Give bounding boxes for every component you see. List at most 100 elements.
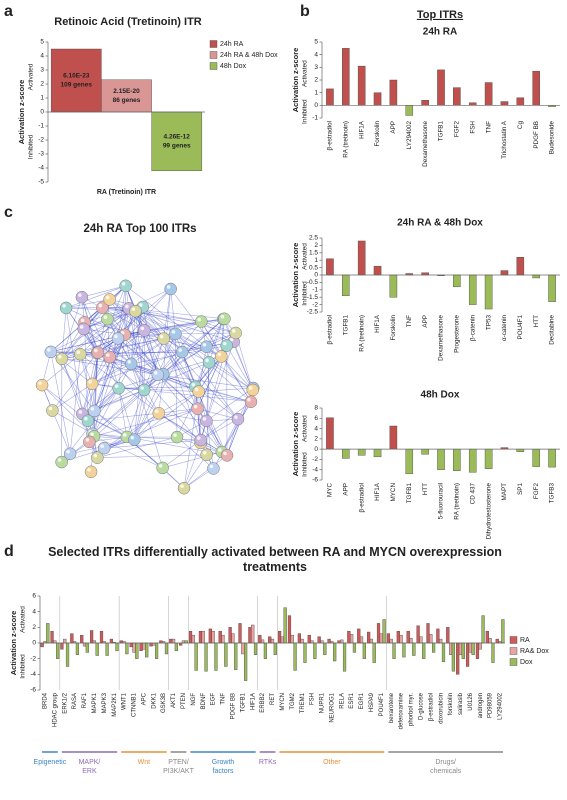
bar — [491, 642, 495, 663]
x-tick-label: HSPA9 — [369, 692, 375, 712]
network-edge — [87, 412, 159, 422]
x-tick-label: Cg — [517, 121, 524, 130]
network-edge — [84, 322, 132, 365]
network-title: 24h RA Top 100 ITRs — [83, 223, 196, 235]
network-node — [75, 290, 89, 304]
bar — [253, 642, 258, 655]
bar — [468, 102, 477, 106]
network-edge — [175, 333, 178, 438]
network-edge — [107, 318, 158, 376]
y-tick-label: 1 — [40, 95, 44, 102]
network-node-shine — [248, 386, 253, 390]
x-tick-label: β-estradiol — [358, 483, 365, 513]
network-edge — [135, 310, 196, 387]
bar — [516, 97, 525, 106]
bar — [468, 642, 472, 653]
x-tick-label: Progesterone — [454, 315, 461, 353]
network-edge — [157, 374, 223, 453]
network-edge — [61, 358, 132, 365]
legend-swatch — [509, 658, 518, 666]
bar — [342, 48, 350, 106]
network-node-shine — [234, 415, 238, 419]
network-edge — [92, 363, 132, 385]
network-edge — [94, 338, 119, 411]
network-edge — [143, 338, 164, 391]
bar — [548, 274, 556, 302]
bar — [145, 642, 149, 658]
y-tick-label: -3 — [38, 151, 44, 158]
network-edge — [104, 412, 159, 449]
bar-annotation-line: 6.10E-23 — [63, 72, 90, 79]
network-edge — [128, 308, 145, 391]
bar — [251, 624, 255, 644]
x-tick-label: LY294002 — [406, 121, 413, 150]
network-edge — [82, 334, 125, 415]
bar — [101, 79, 152, 113]
network-edge — [134, 389, 145, 440]
network-edge — [198, 391, 252, 403]
network-node-shine — [121, 282, 126, 286]
bar — [412, 642, 416, 656]
network-edge — [80, 308, 130, 355]
network-node-shine — [178, 348, 183, 352]
network-node-shine — [217, 352, 222, 357]
bar — [310, 640, 314, 644]
y-axis-label: Activation z-score — [291, 412, 300, 477]
network-edge — [195, 356, 222, 387]
bar — [224, 642, 228, 667]
bar — [409, 638, 413, 644]
x-tick-label: HTT — [422, 483, 429, 495]
network-node-shine — [114, 384, 119, 389]
network-node-shine — [223, 451, 227, 456]
network-edge — [50, 351, 98, 353]
bar — [268, 636, 272, 644]
network-edge — [181, 351, 223, 453]
bar — [386, 633, 391, 644]
bar — [405, 105, 414, 116]
bar — [60, 642, 64, 650]
chart-title: 24h RA — [423, 27, 457, 38]
network-edge — [65, 307, 125, 336]
network-edge — [223, 319, 254, 391]
network-edge — [158, 374, 164, 414]
network-edge — [41, 353, 81, 386]
bar — [350, 634, 354, 644]
network-edge — [102, 307, 202, 322]
bar — [326, 258, 334, 276]
panel-label: d — [4, 543, 14, 560]
network-edge — [158, 412, 201, 441]
bar — [421, 448, 429, 455]
bar — [201, 631, 205, 644]
network-edge — [93, 408, 198, 437]
y-tick-label: 0 — [32, 640, 36, 647]
bar — [109, 638, 114, 644]
x-tick-label: FGF2 — [454, 121, 461, 138]
bar — [475, 642, 480, 659]
network-node — [103, 350, 117, 364]
network-node-shine — [80, 318, 85, 323]
bar — [532, 70, 540, 106]
x-tick-label: doxorubicin — [438, 693, 444, 724]
network-edge — [158, 412, 228, 456]
bar — [92, 640, 97, 644]
bar — [142, 642, 146, 650]
network-node-shine — [205, 358, 209, 363]
x-tick-label: PDGF BB — [533, 121, 540, 149]
bar — [372, 642, 376, 663]
y-tick-label: -6 — [312, 477, 318, 484]
network-edge — [175, 333, 222, 357]
network-node — [137, 383, 151, 397]
network-edge — [175, 333, 196, 387]
network-edge — [130, 311, 136, 364]
bar — [234, 642, 238, 670]
x-tick-label: DKK1 — [151, 692, 157, 708]
bar — [342, 274, 350, 296]
bar — [458, 642, 463, 655]
bar — [478, 642, 482, 650]
bar — [453, 274, 461, 288]
x-tick-label: EGF — [211, 693, 217, 706]
network-edge — [89, 373, 164, 443]
bar — [419, 636, 423, 644]
network-node-shine — [153, 371, 158, 375]
bar — [484, 448, 493, 469]
